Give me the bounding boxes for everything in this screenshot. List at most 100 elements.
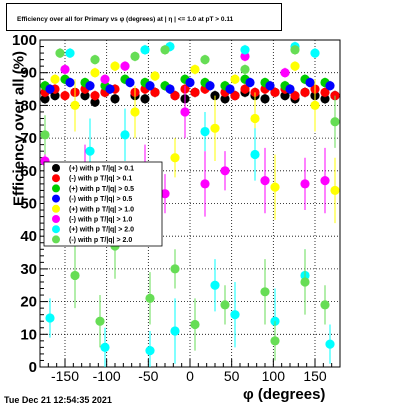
data-point [180, 107, 190, 117]
data-point [45, 313, 55, 323]
data-point [230, 310, 240, 320]
data-point [80, 90, 90, 101]
y-tick-label: 80 [20, 97, 37, 114]
legend-marker [52, 225, 60, 234]
data-point [250, 113, 260, 124]
x-tick-label: 100 [262, 368, 286, 384]
legend-box [43, 161, 163, 247]
data-point [320, 176, 330, 186]
data-point [280, 90, 290, 101]
data-point [240, 51, 250, 61]
data-point [205, 81, 215, 91]
legend-label: (-) with p T/|q| > 0.5 [69, 196, 132, 203]
data-point [145, 293, 155, 303]
data-point [110, 61, 120, 71]
axis-ticks: -150 -100 -50 0 50 100 150 0 10 20 30 40 50 60 70 80 90 1… [12, 32, 333, 384]
data-point [260, 94, 270, 104]
data-point [200, 179, 210, 189]
data-point [320, 300, 330, 310]
data-point [300, 87, 310, 97]
data-points [40, 41, 340, 367]
legend-marker [52, 164, 60, 172]
data-point [60, 90, 70, 101]
data-point [210, 123, 220, 133]
y-tick-label: 50 [20, 196, 37, 213]
data-point [210, 280, 220, 290]
data-point [270, 336, 280, 346]
y-tick-label: 10 [20, 326, 37, 343]
data-point [280, 68, 290, 78]
data-point [50, 90, 60, 101]
data-point [100, 342, 110, 352]
data-point [220, 300, 230, 310]
x-tick-label: 0 [186, 368, 194, 384]
data-point [65, 48, 75, 58]
data-point [50, 74, 60, 84]
data-point [240, 84, 250, 94]
data-point [290, 90, 300, 101]
data-point [105, 84, 115, 94]
data-point [140, 45, 150, 55]
data-point [130, 107, 140, 117]
data-point [95, 316, 105, 326]
data-point [90, 97, 100, 107]
data-point [90, 68, 100, 78]
chart-title: Efficiency over all for Primary vs φ (de… [17, 16, 234, 23]
data-point [310, 100, 320, 110]
legend-marker [52, 194, 60, 203]
y-tick-label: 60 [20, 163, 37, 180]
legend-label: (+) with p T/|q| > 1.0 [69, 206, 134, 213]
y-tick-label: 90 [20, 65, 37, 82]
data-point [150, 87, 160, 97]
data-point [160, 45, 170, 55]
y-tick-label: 100 [12, 32, 37, 49]
data-point [260, 287, 270, 297]
legend-label: (-) with p T/|q| > 2.0 [69, 237, 132, 244]
data-point [230, 90, 240, 101]
data-point [120, 61, 130, 71]
data-point [70, 270, 80, 281]
legend-label: (+) with p T/|q| > 0.5 [69, 186, 134, 193]
x-axis-label: φ (degrees) [243, 386, 326, 403]
legend-label: (+) with p T/|q| > 2.0 [69, 227, 134, 234]
data-point [120, 130, 130, 140]
data-point [145, 346, 155, 356]
data-point [290, 61, 300, 71]
data-point [100, 74, 110, 84]
data-point [265, 81, 275, 91]
data-point [110, 94, 120, 104]
data-point [130, 51, 140, 61]
data-point [150, 71, 160, 81]
x-tick-label: 150 [303, 368, 327, 384]
data-point [85, 146, 95, 156]
data-point [240, 64, 250, 75]
data-point [190, 319, 200, 330]
data-point [325, 339, 335, 349]
data-point [260, 176, 270, 186]
title-box: Efficiency over all for Primary vs φ (de… [6, 3, 282, 31]
y-tick-label: 40 [20, 228, 37, 245]
data-point [240, 45, 250, 55]
data-point [325, 81, 335, 91]
y-axis-label: Efficiency over all (%) [10, 50, 28, 207]
x-tick-label: 50 [224, 368, 240, 384]
legend-marker [52, 174, 60, 183]
series [50, 61, 340, 224]
data-point [40, 130, 50, 140]
data-point [60, 64, 70, 75]
legend-label: (-) with p T/|q| > 1.0 [69, 217, 132, 224]
data-point [145, 81, 155, 91]
data-point [190, 64, 200, 75]
legend-label: (+) with p T/|q| > 0.1 [69, 166, 134, 173]
data-point [185, 77, 195, 88]
data-point [270, 182, 280, 192]
data-point [160, 189, 170, 199]
x-tick-label: -150 [51, 368, 79, 384]
data-point [190, 87, 200, 97]
data-point [45, 84, 55, 94]
data-point [200, 55, 210, 65]
data-point [170, 326, 180, 336]
y-tick-label: 70 [20, 130, 37, 147]
data-point [285, 84, 295, 94]
